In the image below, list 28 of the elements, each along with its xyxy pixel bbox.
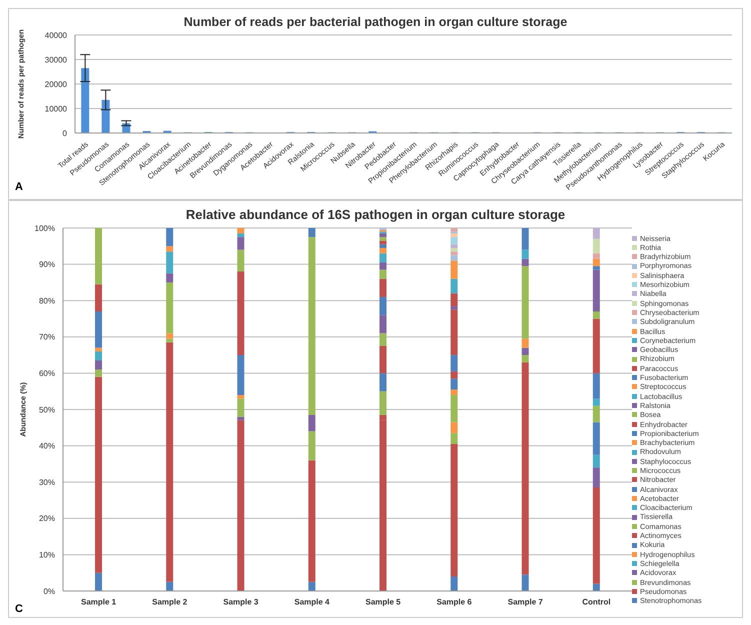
x-tick-label: Sample 7 (508, 598, 544, 607)
y-tick-label: 100% (34, 224, 55, 233)
y-tick-label: 20000 (44, 80, 68, 89)
x-tick-label: Sample 4 (294, 598, 330, 607)
y-tick-label: 40000 (44, 30, 68, 40)
y-tick-label: 80% (38, 296, 55, 306)
y-tick-label: 90% (38, 260, 55, 270)
x-tick-label: Sample 6 (436, 598, 472, 607)
x-tick-label: Sample 5 (365, 598, 402, 607)
x-tick-label: Sample 3 (223, 598, 259, 607)
y-tick-label: 0% (43, 586, 55, 596)
y-tick-label: 30000 (44, 55, 68, 64)
y-tick-label: 60% (38, 369, 55, 378)
x-tick-label: Sample 1 (80, 598, 117, 607)
y-tick-label: 0 (62, 128, 68, 138)
chart-title: Number of reads per bacterial pathogen in organ culture storage (182, 14, 568, 29)
y-tick-label: 10000 (44, 104, 68, 114)
text: C (15, 603, 23, 615)
y-tick-label: 70% (38, 332, 55, 342)
y-tick-label: 30% (38, 478, 55, 487)
text: A (15, 181, 23, 193)
y-tick-label: 10% (38, 550, 55, 560)
chart-title: Relative abundance of 16S pathogen in organ culture storage (184, 206, 566, 222)
y-tick-label: 40% (38, 442, 55, 451)
y-tick-label: 50% (38, 405, 55, 414)
y-tick-label: 20% (38, 514, 55, 524)
x-tick-label: Control (582, 598, 611, 607)
x-tick-label: Sample 2 (152, 598, 188, 607)
